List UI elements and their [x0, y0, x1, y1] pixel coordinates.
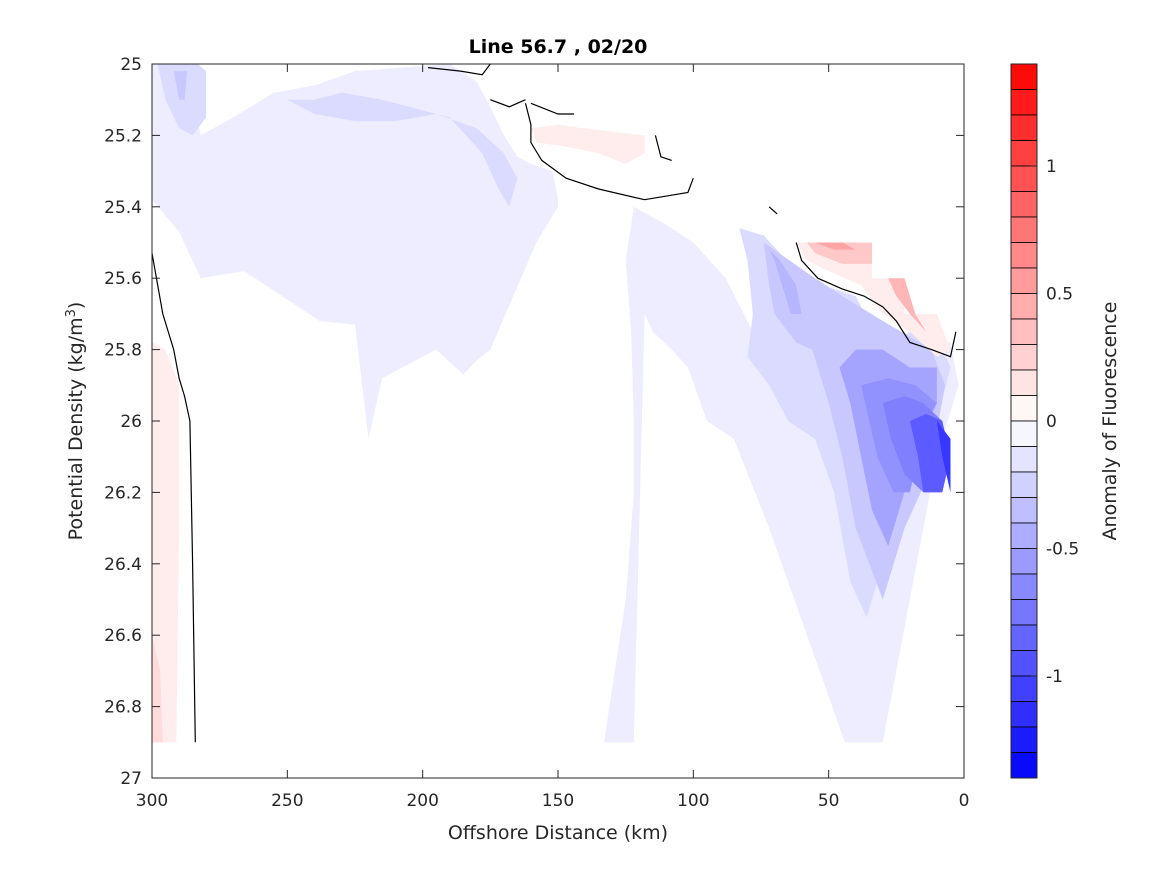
contour-region-4 [604, 206, 959, 743]
colorbar-band [1010, 675, 1038, 702]
colorbar-band [1010, 63, 1038, 90]
contour-line-0 [152, 253, 196, 743]
x-axis-ticks: 300 250 200 150 100 50 0 [136, 64, 970, 811]
contour-line-5 [654, 135, 672, 161]
contour-line-7 [795, 242, 957, 358]
colorbar-band [1010, 624, 1038, 651]
colorbar-band [1010, 471, 1038, 498]
colorbar-band [1010, 752, 1038, 779]
y-tick-label: 26.8 [104, 698, 142, 718]
colorbar-band [1010, 497, 1038, 524]
y-tick-label: 25.8 [104, 341, 142, 361]
zero-contour-lines [152, 64, 957, 743]
contour-region-17 [807, 242, 872, 264]
colorbar-band [1010, 726, 1038, 753]
colorbar-tick-label: -1 [1046, 667, 1063, 687]
y-tick-label: 26.6 [104, 626, 142, 646]
colorbar-band [1010, 293, 1038, 320]
colorbar-band [1010, 140, 1038, 167]
colorbar-band [1010, 114, 1038, 141]
colorbar-band [1010, 395, 1038, 422]
colorbar-tick-label: 0 [1046, 412, 1057, 432]
contour-region-19 [815, 242, 856, 250]
contour-region-15 [530, 124, 645, 164]
colorbar-tick-label: 1 [1046, 157, 1057, 177]
x-tick-label: 150 [542, 791, 574, 811]
y-axis-label-superscript: 3 [64, 309, 79, 317]
colorbar-band [1010, 267, 1038, 294]
contour-region-0 [152, 64, 558, 439]
contour-region-13 [152, 342, 180, 743]
colorbar-band [1010, 216, 1038, 243]
contour-region-14 [152, 635, 163, 743]
colorbar-band [1010, 344, 1038, 371]
contour-line-1 [428, 64, 491, 76]
chart-title: Line 56.7 , 02/20 [469, 36, 648, 58]
contour-region-16 [796, 242, 951, 357]
y-axis-label-close: ) [65, 302, 87, 309]
colorbar-band [1010, 573, 1038, 600]
x-tick-label: 300 [136, 791, 168, 811]
y-axis-label-main: Potential Density (kg/m [65, 317, 87, 540]
x-axis-label: Offshore Distance (km) [448, 822, 668, 844]
contour-region-3 [173, 71, 188, 100]
y-tick-label: 26 [120, 412, 142, 432]
colorbar-band [1010, 522, 1038, 549]
contour-line-2 [490, 99, 526, 108]
colorbar-band [1010, 89, 1038, 116]
x-tick-label: 200 [406, 791, 438, 811]
contour-fill-layer [152, 64, 959, 743]
y-tick-label: 26.2 [104, 483, 142, 503]
colorbar-band [1010, 548, 1038, 575]
colorbar-tick-label: -0.5 [1046, 540, 1079, 560]
y-tick-label: 25.2 [104, 126, 142, 146]
x-tick-label: 100 [677, 791, 709, 811]
contour-region-12 [936, 421, 951, 493]
colorbar-band [1010, 191, 1038, 218]
colorbar-band [1010, 701, 1038, 728]
contour-region-2 [287, 92, 518, 207]
contour-region-7 [769, 249, 802, 314]
y-tick-label: 26.4 [104, 555, 142, 575]
y-tick-label: 25.4 [104, 198, 142, 218]
contour-region-18 [888, 278, 927, 332]
contour-line-3 [524, 103, 694, 201]
contour-line-4 [530, 102, 575, 115]
y-tick-label: 25.6 [104, 269, 142, 289]
colorbar-tick-label: 0.5 [1046, 285, 1073, 305]
colorbar-label: Anomaly of Fluorescence [1099, 302, 1121, 541]
y-tick-label: 27 [120, 769, 142, 789]
contour-line-6 [768, 206, 778, 215]
colorbar-band [1010, 242, 1038, 269]
x-tick-label: 50 [818, 791, 840, 811]
colorbar-band [1010, 318, 1038, 345]
y-tick-label: 25 [120, 55, 142, 75]
y-axis-ticks: 25 25.2 25.4 25.6 25.8 26 26.2 26.4 26.6 26.8 27 [104, 55, 964, 789]
x-tick-label: 250 [271, 791, 303, 811]
colorbar-band [1010, 369, 1038, 396]
colorbar-band [1010, 446, 1038, 473]
colorbar-band [1010, 650, 1038, 677]
y-axis-label: Potential Density (kg/m3) [64, 302, 87, 541]
colorbar-band [1010, 599, 1038, 626]
colorbar-band [1010, 165, 1038, 192]
colorbar-ticks: 1 0.5 0 -0.5 -1 [1031, 157, 1079, 687]
x-tick-label: 0 [959, 791, 970, 811]
colorbar-band [1010, 420, 1038, 447]
